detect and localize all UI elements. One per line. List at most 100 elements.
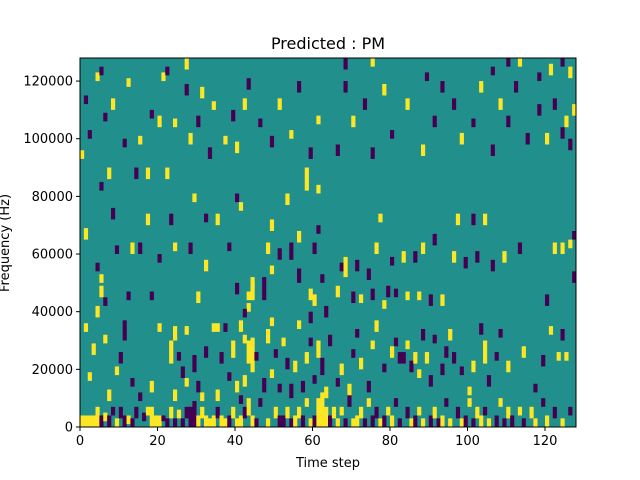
- heatmap-cell: [138, 135, 143, 145]
- heatmap-cell: [285, 406, 290, 419]
- heatmap-cell: [231, 109, 236, 122]
- heatmap-cell: [114, 245, 120, 255]
- heatmap-cell: [254, 418, 259, 427]
- heatmap-cell: [517, 242, 523, 255]
- heatmap-cell: [149, 380, 154, 393]
- heatmap-cell: [440, 294, 445, 306]
- heatmap-cell: [335, 285, 340, 298]
- heatmap-cell: [95, 262, 100, 272]
- heatmap-cell: [227, 372, 232, 381]
- heatmap-cell: [397, 418, 402, 427]
- heatmap-cell: [293, 360, 298, 373]
- heatmap-cell: [545, 132, 550, 145]
- heatmap-cell: [572, 230, 577, 240]
- heatmap-cell: [432, 233, 437, 246]
- heatmap-cell: [83, 95, 89, 105]
- heatmap-cell: [390, 346, 395, 358]
- heatmap-cell: [215, 213, 220, 226]
- heatmap-cell: [475, 406, 480, 419]
- x-tick-label: 40: [227, 434, 244, 449]
- heatmap-cell: [80, 150, 85, 159]
- heatmap-cell: [297, 81, 302, 93]
- heatmap-cell: [300, 415, 306, 427]
- heatmap-cell: [83, 228, 89, 240]
- heatmap-cell: [192, 354, 197, 373]
- heatmap-cell: [312, 415, 317, 427]
- heatmap-cell: [347, 383, 352, 396]
- heatmap-cell: [99, 285, 104, 298]
- heatmap-cell: [479, 323, 484, 335]
- heatmap-cell: [134, 406, 139, 419]
- heatmap-cell: [262, 277, 267, 301]
- heatmap-cell: [231, 340, 236, 358]
- heatmap-cell: [308, 288, 313, 301]
- heatmap-cell: [196, 291, 201, 304]
- heatmap-cell: [289, 130, 294, 139]
- heatmap-cell: [258, 398, 263, 407]
- heatmap-cell: [107, 389, 112, 402]
- heatmap-cell: [494, 415, 499, 427]
- heatmap-cell: [444, 346, 449, 358]
- heatmap-cell: [126, 78, 131, 87]
- heatmap-cell: [537, 72, 542, 82]
- y-tick-label: 100000: [23, 132, 73, 147]
- heatmap-cell: [223, 418, 228, 427]
- heatmap-cell: [556, 352, 561, 361]
- heatmap-cell: [382, 415, 387, 427]
- heatmap-cell: [502, 418, 507, 427]
- heatmap-cell: [339, 262, 344, 272]
- heatmap-cell: [126, 291, 131, 301]
- heatmap-cell: [440, 363, 445, 376]
- heatmap-cell: [335, 377, 340, 387]
- heatmap-cell: [273, 349, 278, 358]
- heatmap-cell: [343, 418, 348, 427]
- heatmap-cell: [479, 81, 484, 93]
- heatmap-cell: [180, 366, 185, 378]
- heatmap-cell: [188, 242, 193, 255]
- heatmap-cell: [130, 418, 135, 427]
- x-tick-label: 100: [455, 434, 480, 449]
- heatmap-cell: [103, 297, 108, 306]
- heatmap-cell: [335, 144, 340, 157]
- heatmap-cell: [266, 328, 271, 344]
- heatmap-cell: [176, 352, 182, 361]
- heatmap-cell: [130, 242, 135, 255]
- heatmap-cell: [564, 352, 569, 361]
- heatmap-cell: [269, 219, 275, 231]
- heatmap-cell: [277, 383, 282, 393]
- heatmap-cell: [262, 377, 267, 393]
- heatmap-cell: [99, 66, 104, 76]
- heatmap-cell: [405, 98, 410, 110]
- heatmap-cell: [335, 418, 340, 427]
- heatmap-cell: [452, 352, 457, 364]
- heatmap-cell: [355, 415, 360, 427]
- heatmap-cell: [312, 294, 317, 306]
- heatmap-cell: [548, 63, 554, 76]
- heatmap-cell: [173, 389, 178, 402]
- heatmap-cell: [560, 242, 565, 255]
- heatmap-cell: [432, 406, 437, 419]
- heatmap-cell: [188, 132, 193, 145]
- heatmap-cell: [413, 251, 418, 263]
- heatmap-cell: [107, 167, 112, 180]
- heatmap-cell: [471, 213, 476, 226]
- heatmap-cell: [440, 415, 445, 427]
- heatmap-cell: [215, 323, 220, 332]
- heatmap-cell: [560, 127, 565, 139]
- heatmap-cell: [308, 147, 313, 159]
- y-tick-label: 120000: [23, 75, 73, 90]
- heatmap-cell: [506, 360, 511, 373]
- heatmap-cell: [242, 98, 247, 110]
- heatmap-cell: [184, 83, 189, 96]
- heatmap-cell: [103, 412, 108, 422]
- x-tick-label: 0: [76, 434, 84, 449]
- heatmap-cell: [308, 418, 313, 427]
- heatmap-cell: [370, 147, 375, 159]
- heatmap-cell: [223, 323, 228, 332]
- heatmap-cell: [374, 242, 379, 255]
- heatmap-cell: [149, 291, 154, 301]
- heatmap-cell: [285, 357, 290, 370]
- heatmap-cell: [490, 144, 495, 157]
- heatmap-cell: [448, 328, 453, 341]
